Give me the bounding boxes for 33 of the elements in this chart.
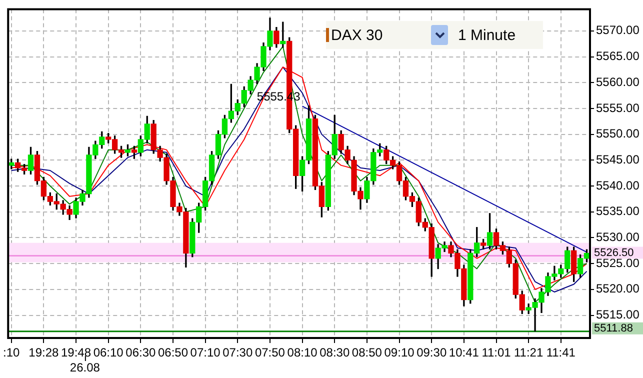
y-tick-label: 5560.00 bbox=[596, 74, 640, 89]
x-tick-label: 07:50 bbox=[254, 346, 286, 360]
y-tick-label: 5530.00 bbox=[596, 230, 640, 244]
x-tick-label: 11:01 bbox=[482, 346, 512, 360]
x-tick-label: 08:30 bbox=[320, 346, 350, 360]
annotation: 1 Minute bbox=[458, 26, 516, 44]
y-tick-label: 5570.00 bbox=[596, 23, 640, 38]
x-tick-label: 11:41 bbox=[546, 346, 576, 360]
x-tick-label: 19:48 bbox=[61, 346, 92, 360]
y-tick-label: 5520.00 bbox=[596, 282, 640, 296]
ref-line-label: 5511.88 bbox=[594, 322, 633, 334]
y-tick-label: 5540.00 bbox=[596, 178, 640, 192]
y-tick-label: 5515.00 bbox=[596, 308, 640, 322]
text: 26.08 bbox=[70, 360, 100, 374]
x-tick-label: 19:28 bbox=[28, 346, 60, 360]
x-tick-label: 09:10 bbox=[384, 346, 415, 360]
x-tick-label: 07:30 bbox=[222, 346, 253, 360]
x-tick-label: 08:50 bbox=[352, 346, 382, 360]
x-tick-label: 07:10 bbox=[190, 346, 221, 360]
y-tick-label: 5535.00 bbox=[596, 204, 640, 218]
x-tick-label: 10:41 bbox=[448, 346, 480, 360]
y-tick-label: 5565.00 bbox=[596, 49, 640, 64]
x-tick-label: 06:10 bbox=[93, 346, 124, 360]
x-tick-label: :10 bbox=[3, 346, 20, 360]
x-tick-label: 06:50 bbox=[158, 346, 188, 360]
annotation: DAX 30 bbox=[331, 26, 384, 44]
y-tick-label: 5545.00 bbox=[596, 152, 640, 166]
x-tick-label: 06:30 bbox=[126, 346, 156, 360]
x-tick-label: 08:10 bbox=[287, 346, 318, 360]
x-tick-label: 11:21 bbox=[514, 346, 544, 360]
y-tick-label: 5555.00 bbox=[596, 100, 640, 115]
y-tick-label: 5550.00 bbox=[596, 126, 640, 141]
x-tick-label: 09:30 bbox=[416, 346, 447, 360]
